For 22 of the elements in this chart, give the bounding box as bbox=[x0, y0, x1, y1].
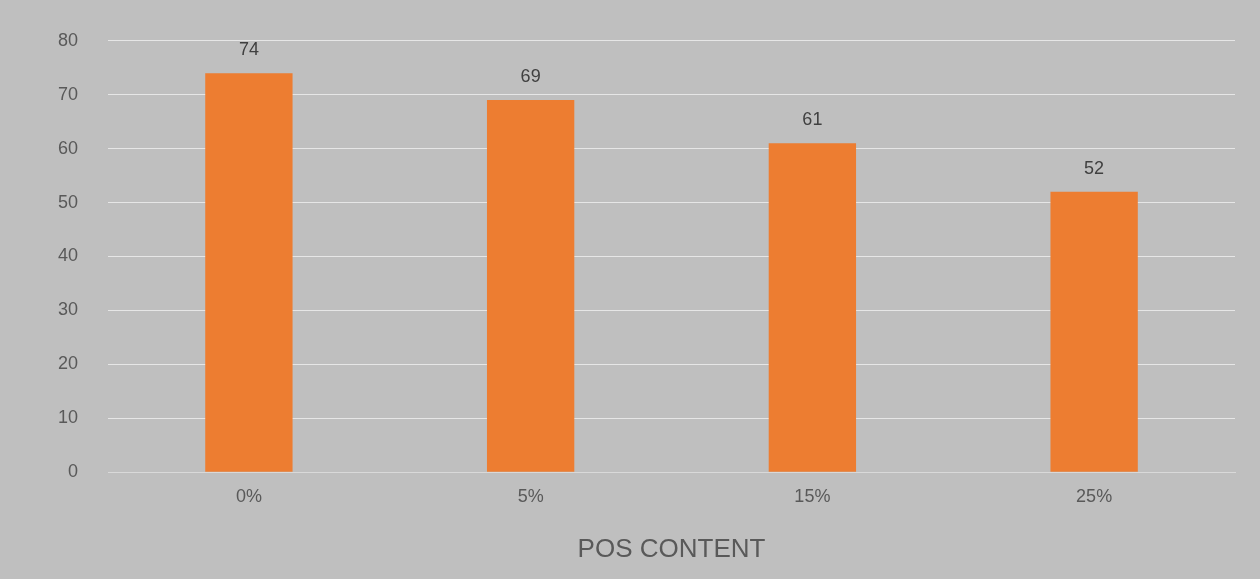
y-tick-label: 50 bbox=[57, 191, 79, 212]
y-tick-label: 30 bbox=[57, 299, 79, 320]
bar bbox=[205, 73, 293, 472]
x-tick-label: 15% bbox=[794, 485, 831, 506]
y-tick-label: 60 bbox=[57, 137, 79, 158]
bar bbox=[768, 143, 857, 472]
y-tick-label: 40 bbox=[57, 245, 79, 266]
y-tick-label: 20 bbox=[57, 353, 79, 374]
x-tick-label: 25% bbox=[1076, 485, 1113, 506]
x-tick-label: 0% bbox=[235, 485, 262, 506]
y-tick-label: 70 bbox=[57, 83, 79, 104]
y-tick-label: 80 bbox=[57, 29, 79, 50]
x-tick-label: 5% bbox=[517, 485, 544, 506]
data-label: 61 bbox=[802, 109, 823, 130]
y-tick-label: 10 bbox=[57, 407, 79, 428]
data-label: 52 bbox=[1084, 157, 1105, 178]
x-axis-title: POS CONTENT bbox=[577, 532, 766, 563]
y-tick-label: 0 bbox=[68, 461, 79, 482]
bar bbox=[486, 100, 575, 472]
data-label: 74 bbox=[238, 39, 259, 60]
data-label: 69 bbox=[520, 66, 541, 87]
bar bbox=[1050, 191, 1138, 472]
